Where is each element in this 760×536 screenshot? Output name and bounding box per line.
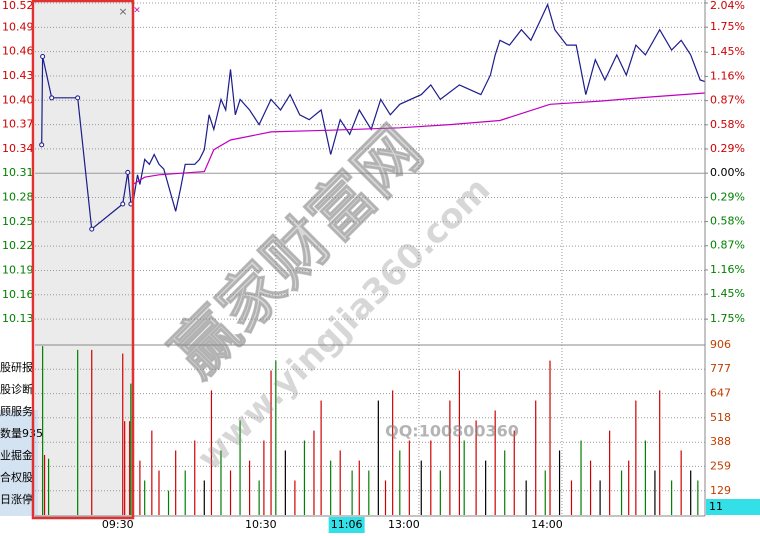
y-tick-label: 518 [710, 411, 731, 424]
y-tick-label: 10.40 [2, 93, 34, 106]
side-menu-bg [0, 410, 38, 516]
point [120, 201, 126, 207]
y-tick-label: 10.19 [2, 263, 34, 276]
y-tick-label: 906 [710, 338, 731, 351]
price-line [41, 56, 132, 231]
y-tick-label: 10.52 [2, 0, 34, 12]
y2-tick-label: 0.29% [710, 190, 745, 203]
y2-tick-label: 0.87% [710, 239, 745, 252]
y2-tick-label: 0.87% [710, 94, 745, 107]
y2-tick-label: 1.75% [710, 312, 745, 325]
point [125, 169, 131, 175]
y-tick-label: 259 [710, 459, 731, 472]
y-tick-label: 10.13 [2, 312, 34, 325]
point [75, 95, 81, 101]
side-menu-item: 顾服务 [0, 405, 33, 418]
side-menu-item: 合权股 [0, 470, 33, 484]
y-tick-label: 10.49 [2, 20, 34, 33]
side-menu-item: 日涨停 [0, 492, 33, 506]
y-tick-label: 10.46 [2, 45, 34, 58]
y2-tick-label: 1.16% [710, 69, 745, 82]
marker-icon: × [133, 6, 141, 16]
x-tick-label: 13:00 [388, 518, 420, 531]
y2-tick-label: 1.75% [710, 20, 745, 33]
y2-tick-label: 1.16% [710, 263, 745, 276]
watermark-qq: QQ:100800360 [385, 422, 519, 441]
y-tick-label: 388 [710, 435, 731, 448]
point [40, 53, 46, 59]
point [89, 226, 95, 232]
side-menu-item: 业掘金 [0, 448, 33, 462]
point [49, 95, 55, 101]
y2-tick-label: 0.00% [710, 166, 745, 179]
y-tick-label: 10.25 [2, 215, 34, 228]
side-menu-item: 数量935 [0, 427, 43, 440]
price-line [132, 92, 706, 186]
side-menu-item: 股诊断 [0, 382, 33, 396]
y2-tick-label: 0.58% [710, 215, 745, 228]
side-menu-item: 股研报 [0, 360, 33, 374]
y2-tick-label: 0.58% [710, 118, 745, 131]
pre-open-area [35, 0, 133, 516]
y-tick-label: 10.31 [2, 166, 34, 179]
y-tick-label: 10.22 [2, 239, 34, 252]
y2-tick-label: 0.29% [710, 142, 745, 155]
y-tick-label: 647 [710, 387, 731, 400]
highlight-box [31, 0, 135, 520]
cursor-label-bg [328, 517, 365, 533]
close-icon[interactable]: × [118, 5, 127, 18]
y-tick-label: 10.16 [2, 288, 34, 301]
cursor-label: 11:06 [331, 518, 363, 531]
y-tick-label: 10.34 [2, 142, 34, 155]
y-tick-label: 10.28 [2, 191, 34, 204]
y-tick-label: 10.37 [2, 118, 34, 131]
x-tick-label: 10:30 [245, 518, 277, 531]
y-tick-label: 10.43 [2, 69, 34, 82]
cursor-value: 11 [709, 500, 723, 513]
x-tick-label: 09:30 [102, 518, 134, 531]
x-tick-label: 14:00 [531, 518, 563, 531]
y2-tick-label: 1.45% [710, 287, 745, 300]
cursor-value-bg [706, 499, 760, 515]
y-tick-label: 777 [710, 362, 731, 375]
y-tick-label: 129 [710, 484, 731, 497]
y2-tick-label: 1.45% [710, 45, 745, 58]
point [39, 142, 45, 148]
y2-tick-label: 2.04% [710, 0, 745, 12]
price-line [132, 2, 706, 212]
